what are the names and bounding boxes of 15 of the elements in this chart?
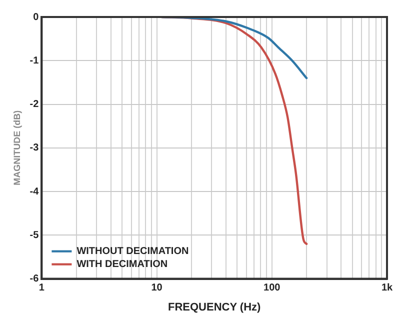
y-axis-title: MAGNITUDE (dB) xyxy=(12,110,22,186)
x-tick-label: 1k xyxy=(381,282,393,294)
y-tick-label: -5 xyxy=(30,230,40,241)
x-axis-title: FREQUENCY (Hz) xyxy=(168,301,262,314)
y-tick-label: -4 xyxy=(30,186,40,198)
x-tick-label: 100 xyxy=(264,282,281,294)
y-tick-label: 0 xyxy=(33,12,40,23)
x-tick-label: 10 xyxy=(151,282,163,294)
y-tick-label: -1 xyxy=(30,55,40,66)
legend-label: WITH DECIMATION xyxy=(76,259,168,270)
y-tick-label: -3 xyxy=(30,142,40,154)
x-tick-label: 1 xyxy=(38,282,45,294)
legend-label: WITHOUT DECIMATION xyxy=(76,246,189,258)
y-tick-label: -6 xyxy=(30,274,40,285)
y-tick-label: -2 xyxy=(30,99,40,110)
